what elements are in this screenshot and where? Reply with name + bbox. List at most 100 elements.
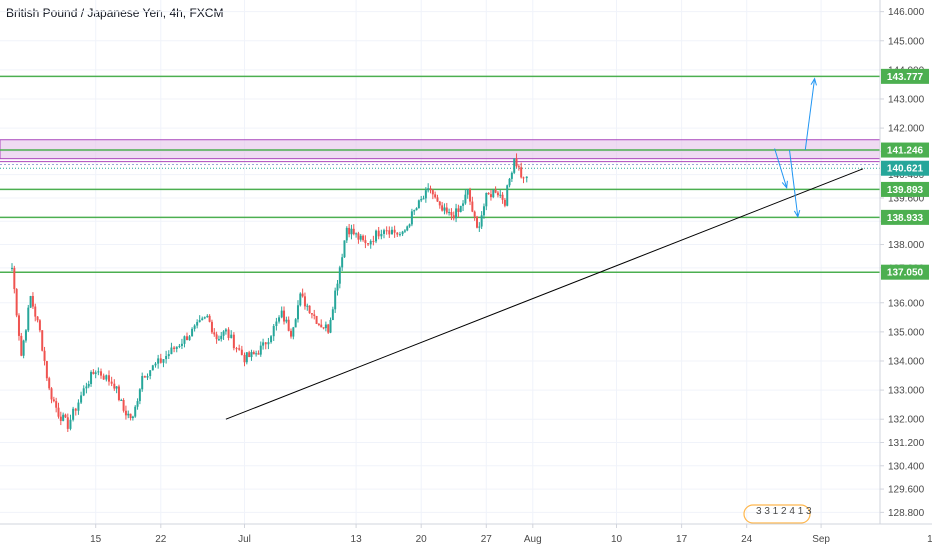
resistance-zone xyxy=(0,139,881,160)
candle-body xyxy=(338,267,341,284)
last-price-badge[interactable] xyxy=(881,160,929,176)
candle-body xyxy=(283,310,286,322)
candle-body xyxy=(238,348,241,350)
candle-body xyxy=(149,370,152,376)
candle-body xyxy=(287,319,290,331)
candle-body xyxy=(403,230,406,232)
candle-body xyxy=(398,234,401,236)
level-price-badge[interactable] xyxy=(881,209,929,225)
candle-body xyxy=(62,414,65,421)
candle-body xyxy=(377,230,380,237)
candle-body xyxy=(24,330,27,341)
candle-body xyxy=(38,320,41,331)
candle-body xyxy=(31,296,34,307)
time-tick-label: Jul xyxy=(238,534,251,545)
candle-body xyxy=(245,352,248,363)
candle-body xyxy=(292,327,295,337)
candle-body xyxy=(501,194,504,200)
candle-body xyxy=(359,235,362,240)
candle-body xyxy=(183,336,186,344)
candle-body xyxy=(492,189,495,198)
candle-body xyxy=(513,158,516,173)
candle-body xyxy=(64,414,67,418)
candle-body xyxy=(489,194,492,198)
time-tick-label: 17 xyxy=(676,534,688,545)
candle-body xyxy=(41,330,44,351)
candle-body xyxy=(431,190,434,195)
candle-body xyxy=(520,167,523,178)
time-tick-label: Sep xyxy=(812,534,830,545)
candle-body xyxy=(180,343,183,346)
candle-body xyxy=(175,346,178,350)
candle-body xyxy=(506,185,509,206)
candle-body xyxy=(146,375,149,378)
ascending-trendline[interactable] xyxy=(225,168,864,420)
candle-body xyxy=(329,320,332,333)
candle-body xyxy=(173,347,176,350)
candle-body xyxy=(122,400,125,411)
candle-body xyxy=(143,376,146,378)
candle-body xyxy=(480,215,483,227)
candle-body xyxy=(434,194,437,198)
candle-body xyxy=(259,345,262,355)
candle-body xyxy=(15,289,18,316)
candle-body xyxy=(301,293,304,297)
candle-body xyxy=(105,375,108,380)
candle-body xyxy=(413,210,416,212)
candle-body xyxy=(235,348,238,350)
candle-body xyxy=(424,190,427,199)
candle-body xyxy=(517,166,520,168)
projection-arrow[interactable] xyxy=(788,149,799,217)
candle-body xyxy=(294,319,297,328)
projection-arrow[interactable] xyxy=(804,78,816,150)
candle-body xyxy=(59,416,62,421)
price-tick-label: 135.000 xyxy=(888,327,925,338)
candle-body xyxy=(341,257,344,268)
projection-arrow[interactable] xyxy=(774,148,788,188)
candle-body xyxy=(210,321,213,333)
candle-body xyxy=(264,342,267,345)
price-tick-label: 131.200 xyxy=(888,438,925,449)
candle-body xyxy=(213,332,216,335)
candle-body xyxy=(217,339,220,341)
candle-body xyxy=(90,372,93,384)
candle-body xyxy=(324,324,327,329)
candle-body xyxy=(262,342,265,346)
level-price-badge[interactable] xyxy=(881,181,929,197)
candle-body xyxy=(275,321,278,327)
candle-body xyxy=(243,354,246,363)
candle-body xyxy=(220,335,223,340)
level-price-badge[interactable] xyxy=(881,142,929,158)
candle-body xyxy=(29,296,32,308)
candle-body xyxy=(320,324,323,328)
candle-body xyxy=(438,201,441,206)
price-tick-label: 139.600 xyxy=(888,193,925,204)
candle-body xyxy=(510,172,513,179)
candle-body xyxy=(203,317,206,319)
level-price-badge[interactable] xyxy=(881,264,929,280)
chart-title: British Pound / Japanese Yen, 4h, FXCM xyxy=(6,6,224,20)
candle-body xyxy=(417,200,420,209)
candle-body xyxy=(11,267,13,269)
level-price-badge[interactable] xyxy=(881,68,929,84)
candle-body xyxy=(13,267,16,290)
time-tick-label: 22 xyxy=(155,534,167,545)
candle-body xyxy=(443,207,446,211)
candle-body xyxy=(272,326,275,337)
candle-body xyxy=(327,324,330,333)
candle-body xyxy=(94,372,97,374)
candle-body xyxy=(208,315,211,322)
price-tick-label: 138.000 xyxy=(888,240,925,251)
candle-body xyxy=(290,330,292,337)
time-tick-label: Aug xyxy=(524,534,542,545)
candle-body xyxy=(420,199,423,201)
candle-body xyxy=(191,328,194,337)
candle-body xyxy=(100,371,103,376)
candle-body xyxy=(441,205,444,211)
candle-body xyxy=(408,224,411,227)
candle-body xyxy=(193,325,196,329)
candle-body xyxy=(308,305,311,314)
arrow-head xyxy=(810,77,817,86)
candle-body xyxy=(138,389,141,402)
